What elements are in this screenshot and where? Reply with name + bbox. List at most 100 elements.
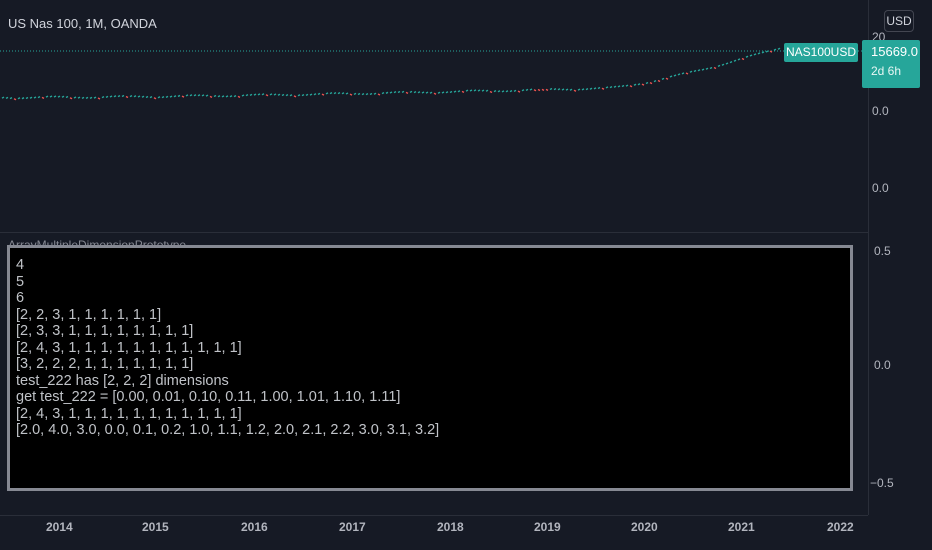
candle	[273, 93, 277, 96]
indicator-axis-label: 0.5	[874, 244, 891, 258]
candle	[565, 88, 569, 91]
candle	[377, 93, 381, 96]
candle	[73, 96, 77, 99]
last-price-value: 15669.0	[871, 44, 918, 59]
candle	[525, 88, 529, 92]
pane-divider[interactable]	[0, 232, 868, 233]
candle	[141, 95, 145, 98]
candle	[645, 81, 649, 85]
candle	[325, 92, 329, 95]
time-axis-label: 2020	[631, 520, 658, 534]
candle	[385, 91, 389, 94]
candle	[181, 95, 185, 98]
candle	[205, 94, 209, 97]
candle	[81, 96, 85, 99]
candle	[245, 94, 249, 97]
candle	[741, 57, 745, 61]
candle	[37, 96, 41, 99]
candle	[1, 96, 5, 99]
candle	[241, 94, 245, 97]
candle	[561, 88, 565, 91]
candle	[573, 89, 577, 92]
candle	[9, 96, 13, 100]
candle	[549, 87, 553, 91]
candle	[589, 87, 593, 90]
candle	[425, 91, 429, 94]
console-line: test_222 has [2, 2, 2] dimensions	[16, 372, 229, 389]
candle	[577, 88, 581, 91]
candle	[49, 95, 53, 98]
candle	[149, 96, 153, 99]
candle	[709, 66, 713, 70]
candle	[69, 97, 73, 100]
candle	[361, 93, 365, 96]
time-axis-label: 2015	[142, 520, 169, 534]
candle	[405, 91, 409, 94]
candle	[373, 92, 377, 95]
candle	[93, 96, 97, 99]
candle	[113, 95, 117, 98]
console-line: get test_222 = [0.00, 0.01, 0.10, 0.11, …	[16, 389, 401, 405]
candle	[713, 66, 717, 70]
candle	[769, 50, 773, 53]
candle	[501, 90, 505, 93]
candle	[453, 90, 457, 93]
candle	[253, 93, 257, 96]
candle	[265, 94, 269, 97]
candle	[449, 90, 453, 94]
candle	[153, 97, 157, 100]
candle	[213, 94, 217, 98]
candle	[529, 88, 533, 91]
console-line: [2, 2, 3, 1, 1, 1, 1, 1, 1]	[16, 306, 162, 323]
candle	[281, 93, 285, 97]
candle	[25, 96, 29, 100]
candle	[757, 52, 761, 55]
candle	[637, 83, 641, 86]
candle	[105, 95, 109, 98]
candle	[353, 92, 357, 96]
candle	[85, 96, 89, 100]
candle	[445, 91, 449, 94]
indicator-axis-label: 0.0	[874, 358, 891, 372]
candle	[45, 95, 49, 98]
candle	[297, 94, 301, 97]
candle	[89, 96, 93, 99]
candle	[101, 96, 105, 99]
candle	[725, 62, 729, 65]
candle	[433, 92, 437, 95]
candle	[673, 74, 677, 77]
candle	[409, 90, 413, 94]
time-axis-divider	[0, 515, 868, 516]
candle	[685, 72, 689, 75]
candle	[21, 97, 25, 100]
candle	[689, 70, 693, 73]
indicator-console-table: 4 5 6 [2, 2, 3, 1, 1, 1, 1, 1, 1] [2, 3, 3, …	[7, 245, 853, 491]
candle	[749, 54, 753, 57]
candle	[333, 91, 337, 95]
candle	[309, 93, 313, 96]
candle	[505, 90, 509, 93]
candle	[17, 97, 21, 100]
candle	[293, 95, 297, 98]
price-axis-label: 0.0	[872, 104, 889, 118]
candle	[693, 69, 697, 73]
time-axis-label: 2018	[437, 520, 464, 534]
candle	[657, 79, 661, 83]
candle	[677, 73, 681, 76]
candle	[569, 88, 573, 91]
candle	[585, 88, 589, 91]
candle	[301, 94, 305, 97]
candle	[745, 55, 749, 58]
candle	[773, 48, 777, 51]
candle	[753, 53, 757, 56]
candle	[221, 95, 225, 98]
console-line: [2, 4, 3, 1, 1, 1, 1, 1, 1, 1, 1, 1, 1, …	[16, 339, 242, 356]
candle	[209, 95, 213, 98]
candle	[117, 94, 121, 98]
candle	[593, 87, 597, 90]
candle	[233, 94, 237, 98]
candle	[345, 92, 349, 95]
candle	[421, 91, 425, 94]
currency-button[interactable]: USD	[884, 10, 914, 32]
candle	[437, 91, 441, 94]
